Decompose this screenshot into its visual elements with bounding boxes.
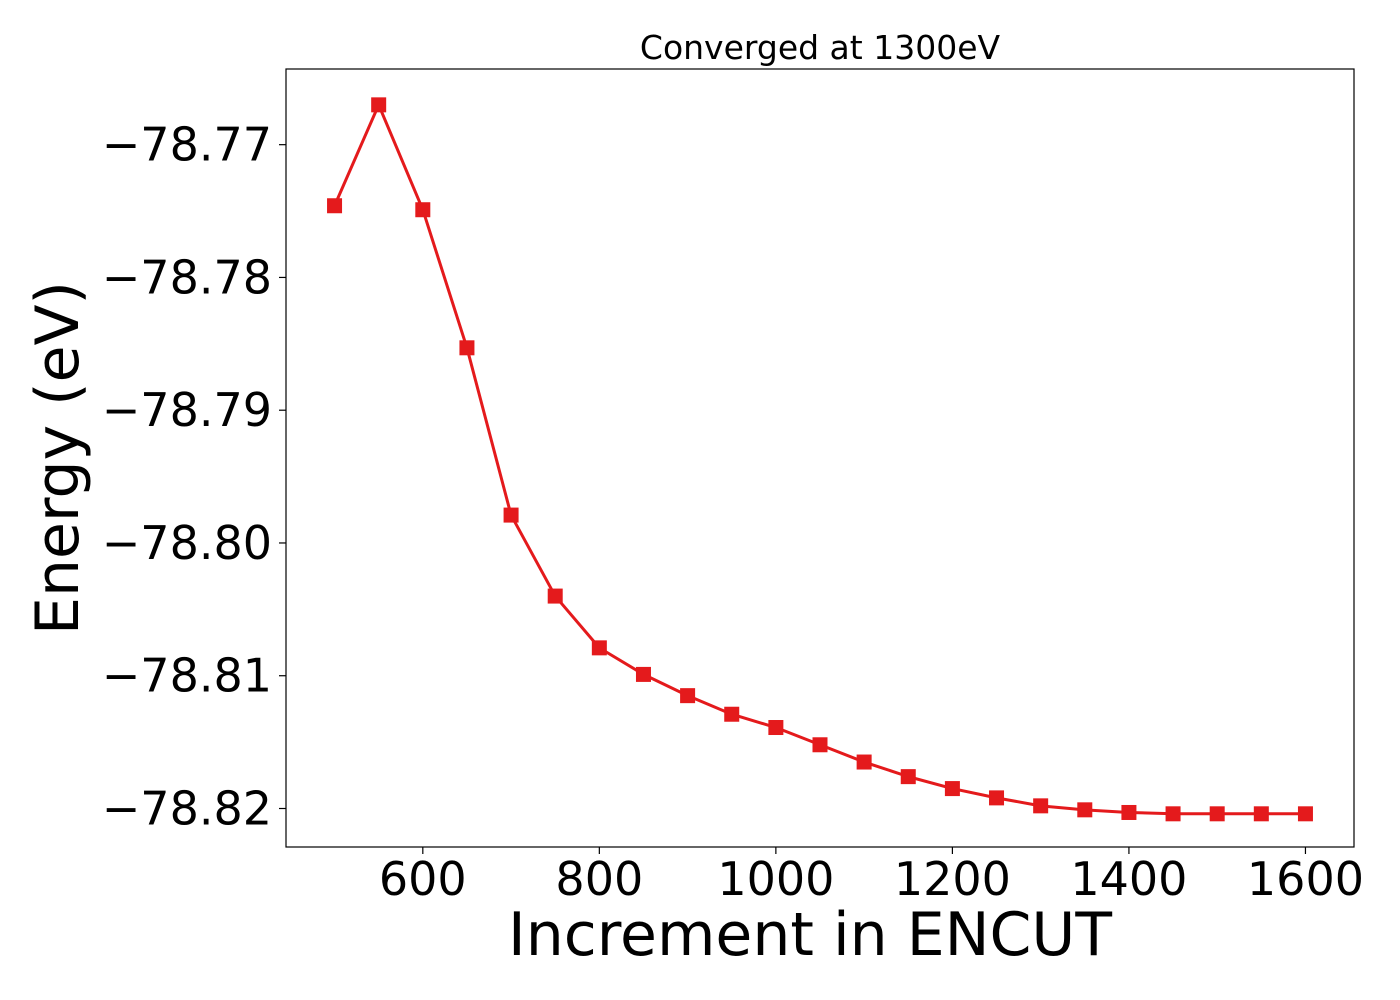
data-point	[724, 706, 740, 722]
data-point	[856, 754, 872, 770]
x-tick-label: 1600	[1247, 852, 1364, 906]
plot-frame	[285, 68, 1355, 848]
x-tick-label: 1400	[1070, 852, 1187, 906]
y-tick-label: −78.82	[102, 781, 272, 835]
y-tick-label: −78.78	[102, 250, 272, 304]
x-axis-label: Increment in ENCUT	[508, 900, 1112, 970]
data-point	[1165, 806, 1181, 822]
x-tick-label: 1000	[717, 852, 834, 906]
data-point	[591, 640, 607, 656]
data-point	[547, 588, 563, 604]
data-point	[459, 340, 475, 356]
data-point	[371, 97, 387, 113]
data-point	[1297, 806, 1313, 822]
y-axis-label: Energy (eV)	[23, 281, 93, 635]
series-energy	[327, 97, 1313, 822]
data-point	[1209, 806, 1225, 822]
data-point	[989, 790, 1005, 806]
x-axis: 600 800 1000 1200 1400 1600	[379, 847, 1364, 906]
y-tick-label: −78.77	[102, 118, 272, 172]
data-point	[327, 198, 343, 214]
x-tick-label: 800	[555, 852, 643, 906]
y-tick-label: −78.80	[102, 516, 272, 570]
data-point	[812, 737, 828, 753]
y-tick-label: −78.79	[102, 383, 272, 437]
data-point	[680, 688, 696, 704]
y-axis: −78.77 −78.78 −78.79 −78.80 −78.81 −78.82	[102, 118, 286, 835]
x-tick-label: 600	[379, 852, 467, 906]
chart-title: Converged at 1300eV	[640, 28, 1001, 67]
x-tick-label: 1200	[894, 852, 1011, 906]
data-point	[415, 202, 431, 218]
data-point	[1077, 802, 1093, 818]
data-point	[635, 666, 651, 682]
y-tick-label: −78.81	[102, 649, 272, 703]
data-point	[944, 781, 960, 797]
data-point	[503, 507, 519, 523]
data-point	[768, 720, 784, 736]
data-point	[900, 769, 916, 785]
data-point	[1253, 806, 1269, 822]
data-point	[1033, 798, 1049, 814]
data-point	[1121, 804, 1137, 820]
